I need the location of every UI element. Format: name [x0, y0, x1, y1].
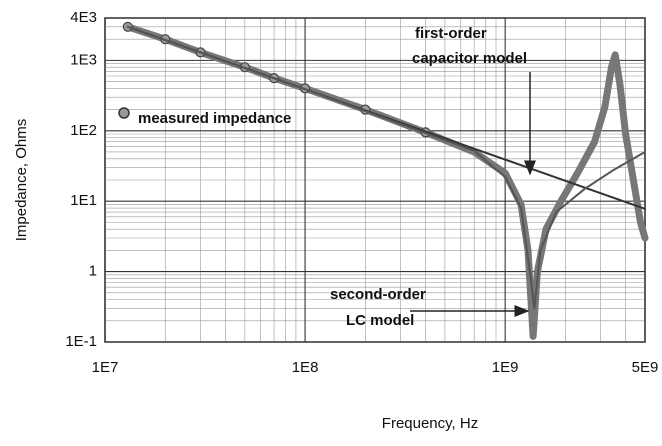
annotation: second-order	[330, 286, 426, 303]
x-axis-title: Frequency, Hz	[382, 415, 478, 432]
x-tick-label: 1E7	[92, 359, 119, 376]
marks	[122, 21, 649, 340]
y-tick-label: 1	[89, 263, 97, 280]
grid	[104, 17, 646, 343]
y-tick-label: 1E2	[70, 122, 97, 139]
x-tick-label: 1E8	[292, 359, 319, 376]
y-axis-title: Impedance, Ohms	[13, 119, 30, 242]
legend-label: measured impedance	[138, 110, 291, 127]
y-tick-label: 1E1	[70, 192, 97, 209]
y-tick-label: 1E3	[70, 51, 97, 68]
annotation: LC model	[346, 312, 414, 329]
annotation: capacitor model	[412, 50, 527, 67]
y-tick-label: 4E3	[70, 9, 97, 26]
x-tick-label: 1E9	[492, 359, 519, 376]
y-tick-label: 1E-1	[65, 333, 97, 350]
series-line	[126, 25, 646, 310]
legend-marker	[118, 107, 130, 119]
x-tick-label: 5E9	[632, 359, 659, 376]
annotation: first-order	[415, 25, 487, 42]
